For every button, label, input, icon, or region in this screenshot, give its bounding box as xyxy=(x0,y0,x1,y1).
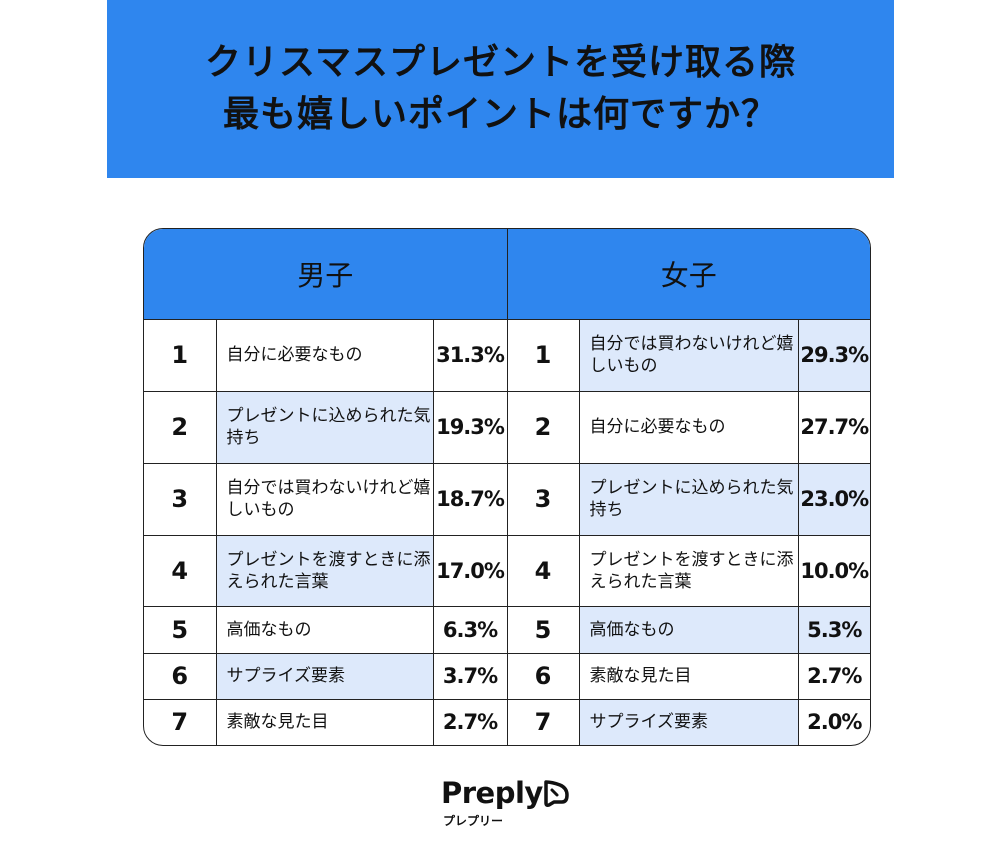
male-item-label: 高価なもの xyxy=(216,606,434,654)
female-item-percent: 2.7% xyxy=(798,652,870,700)
male-item-label: プレゼントに込められた気持ち xyxy=(216,390,434,464)
male-item-percent: 31.3% xyxy=(433,319,508,392)
group-header-male: 男子 xyxy=(144,229,508,320)
female-item-label: 自分では買わないけれど嬉しいもの xyxy=(579,319,799,392)
male-item-percent: 18.7% xyxy=(433,462,508,536)
table-row: 2 プレゼントに込められた気持ち 19.3% 2 自分に必要なもの 27.7% xyxy=(144,390,870,464)
female-rank: 5 xyxy=(507,606,580,654)
female-item-percent: 29.3% xyxy=(798,319,870,392)
ranking-table: 男子 女子 1 自分に必要なもの 31.3% 1 自分では買わないけれど嬉しいもの 29.… xyxy=(143,228,871,746)
logo-kana: プレプリー xyxy=(443,814,504,828)
male-item-label: 自分に必要なもの xyxy=(216,319,434,392)
female-item-label: プレゼントに込められた気持ち xyxy=(579,462,799,536)
female-rank: 3 xyxy=(507,462,580,536)
female-rank: 6 xyxy=(507,652,580,700)
table-row: 3 自分では買わないけれど嬉しいもの 18.7% 3 プレゼントに込められた気持ち 23.… xyxy=(144,462,870,536)
female-rank: 4 xyxy=(507,534,580,607)
title-line-1: クリスマスプレゼントを受け取る際 xyxy=(205,42,796,83)
table-row: 4 プレゼントを渡すときに添えられた言葉 17.0% 4 プレゼントを渡すときに添えられ… xyxy=(144,534,870,607)
preply-logo: Preply プレプリー xyxy=(441,776,571,828)
group-header-female: 女子 xyxy=(507,229,870,320)
male-item-percent: 17.0% xyxy=(433,534,508,607)
male-item-percent: 2.7% xyxy=(433,698,508,745)
male-rank: 4 xyxy=(144,534,217,607)
female-item-label: プレゼントを渡すときに添えられた言葉 xyxy=(579,534,799,607)
male-rank: 3 xyxy=(144,462,217,536)
male-rank: 5 xyxy=(144,606,217,654)
preply-logo-icon xyxy=(544,780,569,807)
male-item-label: 素敵な見た目 xyxy=(216,698,434,745)
female-item-label: 自分に必要なもの xyxy=(579,390,799,464)
male-rank: 7 xyxy=(144,698,217,745)
male-item-label: サプライズ要素 xyxy=(216,652,434,700)
logo-wordmark: Preply xyxy=(441,776,543,810)
female-rank: 7 xyxy=(507,698,580,745)
title-banner: クリスマスプレゼントを受け取る際 最も嬉しいポイントは何ですか？ xyxy=(107,0,894,178)
male-item-percent: 3.7% xyxy=(433,652,508,700)
female-item-percent: 23.0% xyxy=(798,462,870,536)
male-rank: 6 xyxy=(144,652,217,700)
male-item-percent: 6.3% xyxy=(433,606,508,654)
female-item-percent: 10.0% xyxy=(798,534,870,607)
female-item-label: 高価なもの xyxy=(579,606,799,654)
table-row: 1 自分に必要なもの 31.3% 1 自分では買わないけれど嬉しいもの 29.3% xyxy=(144,319,870,392)
female-item-percent: 27.7% xyxy=(798,390,870,464)
female-rank: 1 xyxy=(507,319,580,392)
female-item-label: 素敵な見た目 xyxy=(579,652,799,700)
male-item-label: 自分では買わないけれど嬉しいもの xyxy=(216,462,434,536)
male-item-label: プレゼントを渡すときに添えられた言葉 xyxy=(216,534,434,607)
table-row: 7 素敵な見た目 2.7% 7 サプライズ要素 2.0% xyxy=(144,698,870,745)
male-rank: 1 xyxy=(144,319,217,392)
female-rank: 2 xyxy=(507,390,580,464)
male-rank: 2 xyxy=(144,390,217,464)
male-item-percent: 19.3% xyxy=(433,390,508,464)
title-line-2: 最も嬉しいポイントは何ですか？ xyxy=(222,94,778,135)
table-row: 6 サプライズ要素 3.7% 6 素敵な見た目 2.7% xyxy=(144,652,870,700)
female-item-percent: 2.0% xyxy=(798,698,870,745)
female-item-percent: 5.3% xyxy=(798,606,870,654)
table-row: 5 高価なもの 6.3% 5 高価なもの 5.3% xyxy=(144,606,870,654)
female-item-label: サプライズ要素 xyxy=(579,698,799,745)
